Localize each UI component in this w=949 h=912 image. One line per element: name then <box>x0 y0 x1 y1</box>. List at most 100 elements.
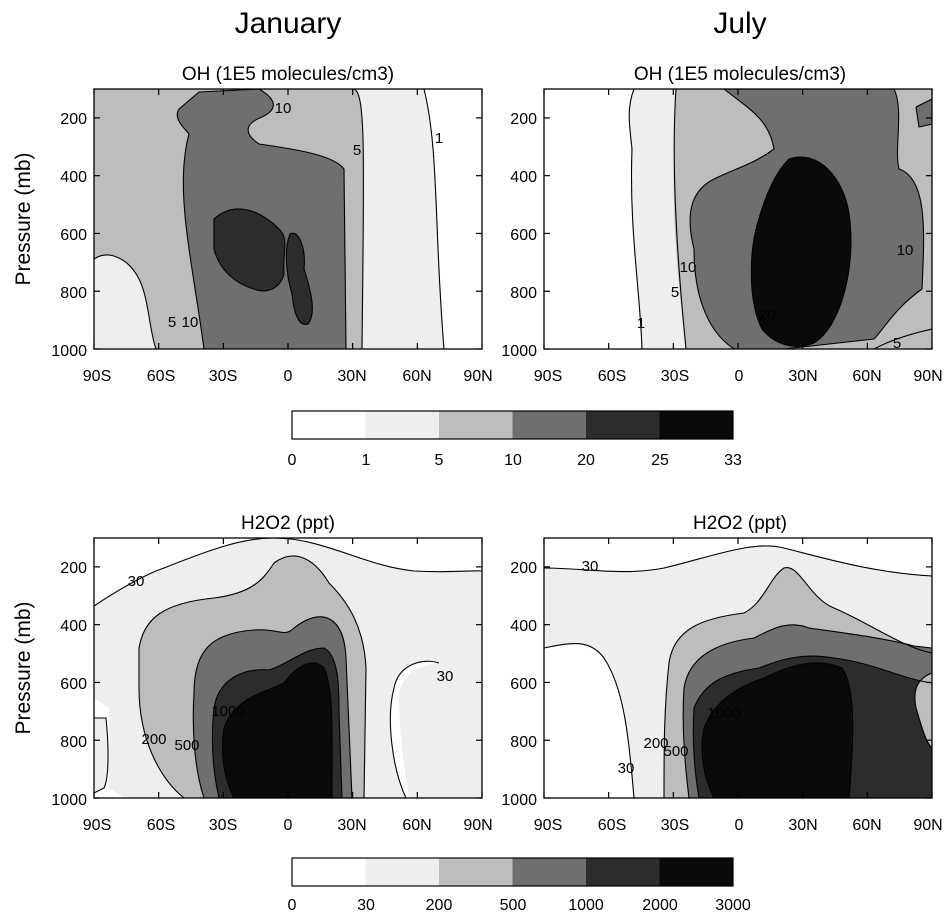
x-tick-label: 60N <box>402 368 431 385</box>
colorbar-label: 30 <box>357 897 375 912</box>
x-tick-label: 60S <box>147 817 175 834</box>
contour-label: 500 <box>663 743 688 760</box>
y-tick-label: 800 <box>60 285 87 302</box>
contour-line <box>213 208 286 292</box>
y-tick-label: 200 <box>510 111 537 128</box>
contour-line <box>138 555 367 798</box>
x-tick-label: 30S <box>661 368 689 385</box>
contour-line <box>221 662 333 798</box>
colorbar-swatch <box>292 411 366 439</box>
colorbar-label: 500 <box>500 897 527 912</box>
panel-oh-january: OH (1E5 molecules/cm3) 10 5 1 5 10 200 <box>12 64 493 385</box>
x-tick-label: 30S <box>209 817 237 834</box>
contour-fill-level-2 <box>914 673 932 748</box>
y-tick-label: 1000 <box>51 792 87 809</box>
x-tick-label: 30S <box>209 368 237 385</box>
colorbar-frame <box>291 857 734 887</box>
contour-label: 500 <box>174 737 199 754</box>
y-tick-label: 1000 <box>501 792 537 809</box>
contour-label: 30 <box>582 558 599 575</box>
contour-line <box>94 717 109 794</box>
y-tick-label: 400 <box>510 618 537 635</box>
colorbar-swatch <box>659 858 734 886</box>
y-tick-label: 200 <box>60 560 87 577</box>
contour-fill-level-1 <box>94 718 109 793</box>
x-tick-label: 0 <box>735 817 744 834</box>
contour-fill-level-1 <box>94 255 156 349</box>
y-tick-label: 600 <box>60 227 87 244</box>
colorbar-label: 1000 <box>568 897 604 912</box>
panel-h2o2-july: H2O2 (ppt) 30 30 200 500 1000 200 400 60… <box>501 513 942 834</box>
contour-label: 200 <box>643 735 668 752</box>
contour-label: 10 <box>182 314 199 331</box>
panel-title: OH (1E5 molecules/cm3) <box>182 64 394 85</box>
contour-line <box>423 89 445 349</box>
contour-line <box>663 567 932 798</box>
contour-fill-level-5 <box>222 663 333 798</box>
colorbar-swatch <box>365 858 440 886</box>
contour-label: 10 <box>275 100 292 117</box>
contour-line <box>544 642 635 798</box>
contour-label: 10 <box>897 242 914 259</box>
colorbar-label: 33 <box>724 452 742 469</box>
y-tick-label: 800 <box>510 285 537 302</box>
contour-label: 1 <box>435 130 443 147</box>
y-tick-label: 800 <box>510 734 537 751</box>
colorbar-frame <box>291 410 734 440</box>
x-tick-label: 60N <box>402 817 431 834</box>
colorbar-label: 20 <box>577 452 595 469</box>
contour-line <box>750 156 852 347</box>
x-tick-label: 0 <box>284 817 293 834</box>
x-tick-label: 0 <box>735 368 744 385</box>
colorbar-swatch <box>439 411 513 439</box>
x-tick-label: 60S <box>147 368 175 385</box>
y-tick-label: 600 <box>510 227 537 244</box>
colorbar-swatch <box>512 858 587 886</box>
y-tick-label: 400 <box>510 169 537 186</box>
y-tick-label: 200 <box>510 560 537 577</box>
x-tick-label: 30N <box>337 817 366 834</box>
contour-line <box>192 616 353 798</box>
x-tick-label: 60S <box>598 817 626 834</box>
x-tick-label: 90S <box>83 368 111 385</box>
y-axis-label: Pressure (mb) <box>12 601 35 734</box>
y-axis-label: Pressure (mb) <box>12 152 35 285</box>
contour-line <box>915 98 932 128</box>
x-tick-label: 90S <box>534 817 562 834</box>
colorbar-swatch <box>659 411 734 439</box>
contour-line <box>673 89 687 349</box>
x-tick-label: 30N <box>337 368 366 385</box>
column-title-january: January <box>235 7 342 40</box>
colorbar-label: 25 <box>651 452 669 469</box>
x-tick-label: 30N <box>788 368 817 385</box>
contour-line <box>211 647 343 798</box>
contour-line <box>389 660 440 798</box>
x-tick-label: 90S <box>83 817 111 834</box>
colorbar-swatch <box>586 411 660 439</box>
x-tick-label: 90N <box>913 368 942 385</box>
x-tick-label: 30N <box>788 817 817 834</box>
contour-line <box>353 89 365 349</box>
contour-fill-level-4 <box>214 208 285 291</box>
contour-label: 30 <box>437 668 454 685</box>
panel-title: H2O2 (ppt) <box>241 513 335 534</box>
colorbar-swatch <box>586 858 660 886</box>
contour-line <box>914 672 932 749</box>
colorbar-label: 1 <box>362 452 371 469</box>
contour-label: 1 <box>637 315 645 332</box>
contour-line <box>873 328 932 349</box>
x-tick-label: 30S <box>661 817 689 834</box>
contour-label: 1000 <box>211 703 244 720</box>
colorbar-h2o2: 0 30 200 500 1000 2000 3000 <box>288 857 751 912</box>
column-title-july: July <box>713 7 766 40</box>
contour-fill-level-4 <box>286 233 313 325</box>
contour-fill-level-3 <box>916 99 932 127</box>
y-tick-label: 600 <box>510 676 537 693</box>
y-tick-label: 400 <box>60 169 87 186</box>
contour-label: 30 <box>128 573 145 590</box>
contour-label: 5 <box>671 284 679 301</box>
colorbar-label: 0 <box>288 897 297 912</box>
contour-label: 5 <box>353 142 361 159</box>
contour-line <box>701 662 854 798</box>
